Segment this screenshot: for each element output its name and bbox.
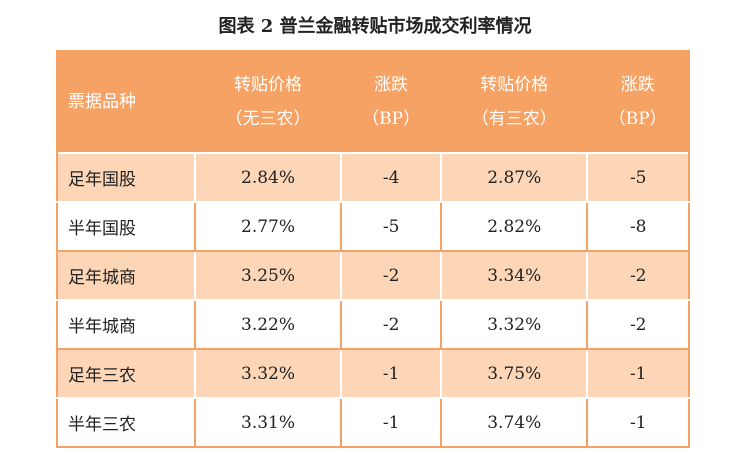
table-cell: -5 <box>340 201 443 252</box>
table-body: 足年国股 2.84% -4 2.87% -5 半年国股 2.77% -5 2.82% -8 足年城商… <box>56 152 690 448</box>
header-cell: 票据品种 <box>57 51 195 153</box>
row-label: 足年国股 <box>56 152 196 203</box>
row-label: 半年国股 <box>56 201 196 252</box>
header-line: 转贴价格 <box>480 75 549 95</box>
table-cell: -2 <box>586 250 690 301</box>
table-cell: 2.87% <box>440 152 589 203</box>
table-cell: -5 <box>586 152 690 203</box>
table-cell: -4 <box>340 152 443 203</box>
rate-table: 票据品种 转贴价格 （无三农） 涨跌 （BP） 转贴价格 （有三农） 涨跌 （BP） 足年国股 2… <box>56 50 690 448</box>
table-cell: -1 <box>340 348 443 399</box>
header-cell: 涨跌 （BP） <box>341 51 442 153</box>
table-title: 图表 2 普兰金融转贴市场成交利率情况 <box>218 16 532 37</box>
row-label: 足年三农 <box>56 348 196 399</box>
table-cell: 3.25% <box>193 250 343 301</box>
header-line: 涨跌 <box>620 75 655 95</box>
header-line: 转贴价格 <box>234 75 303 95</box>
table-row: 半年国股 2.77% -5 2.82% -8 <box>56 201 690 252</box>
table-cell: -2 <box>340 250 443 301</box>
header-line: （BP） <box>608 109 667 129</box>
table-cell: 3.74% <box>440 397 589 448</box>
table-cell: 3.32% <box>193 348 343 399</box>
table-cell: -1 <box>586 348 690 399</box>
table-cell: -2 <box>340 299 443 350</box>
table-row: 足年城商 3.25% -2 3.34% -2 <box>56 250 690 301</box>
table-row: 半年三农 3.31% -1 3.74% -1 <box>56 397 690 448</box>
row-label: 足年城商 <box>56 250 196 301</box>
table-cell: 2.82% <box>440 201 589 252</box>
header-line: （BP） <box>362 109 421 129</box>
table-cell: 3.32% <box>440 299 589 350</box>
table-cell: -1 <box>586 397 690 448</box>
header-cell: 涨跌 （BP） <box>587 51 689 153</box>
row-label: 半年三农 <box>56 397 196 448</box>
header-line: 票据品种 <box>68 92 136 112</box>
table-cell: 2.77% <box>193 201 343 252</box>
table-cell: -8 <box>586 201 690 252</box>
table-cell: 2.84% <box>193 152 343 203</box>
table-cell: -1 <box>340 397 443 448</box>
header-cell: 转贴价格 （有三农） <box>441 51 588 153</box>
table-cell: 3.75% <box>440 348 589 399</box>
header-line: （无三农） <box>225 109 311 129</box>
row-label: 半年城商 <box>56 299 196 350</box>
table-row: 半年城商 3.22% -2 3.32% -2 <box>56 299 690 350</box>
header-line: 涨跌 <box>374 75 409 95</box>
header-line: （有三农） <box>471 109 557 129</box>
table-cell: 3.22% <box>193 299 343 350</box>
table-cell: 3.34% <box>440 250 589 301</box>
table-row: 足年国股 2.84% -4 2.87% -5 <box>56 152 690 203</box>
table-cell: -2 <box>586 299 690 350</box>
header-cell: 转贴价格 （无三农） <box>194 51 342 153</box>
header-row: 票据品种 转贴价格 （无三农） 涨跌 （BP） 转贴价格 （有三农） 涨跌 （BP） <box>57 51 689 153</box>
table-row: 足年三农 3.32% -1 3.75% -1 <box>56 348 690 399</box>
table-cell: 3.31% <box>193 397 343 448</box>
